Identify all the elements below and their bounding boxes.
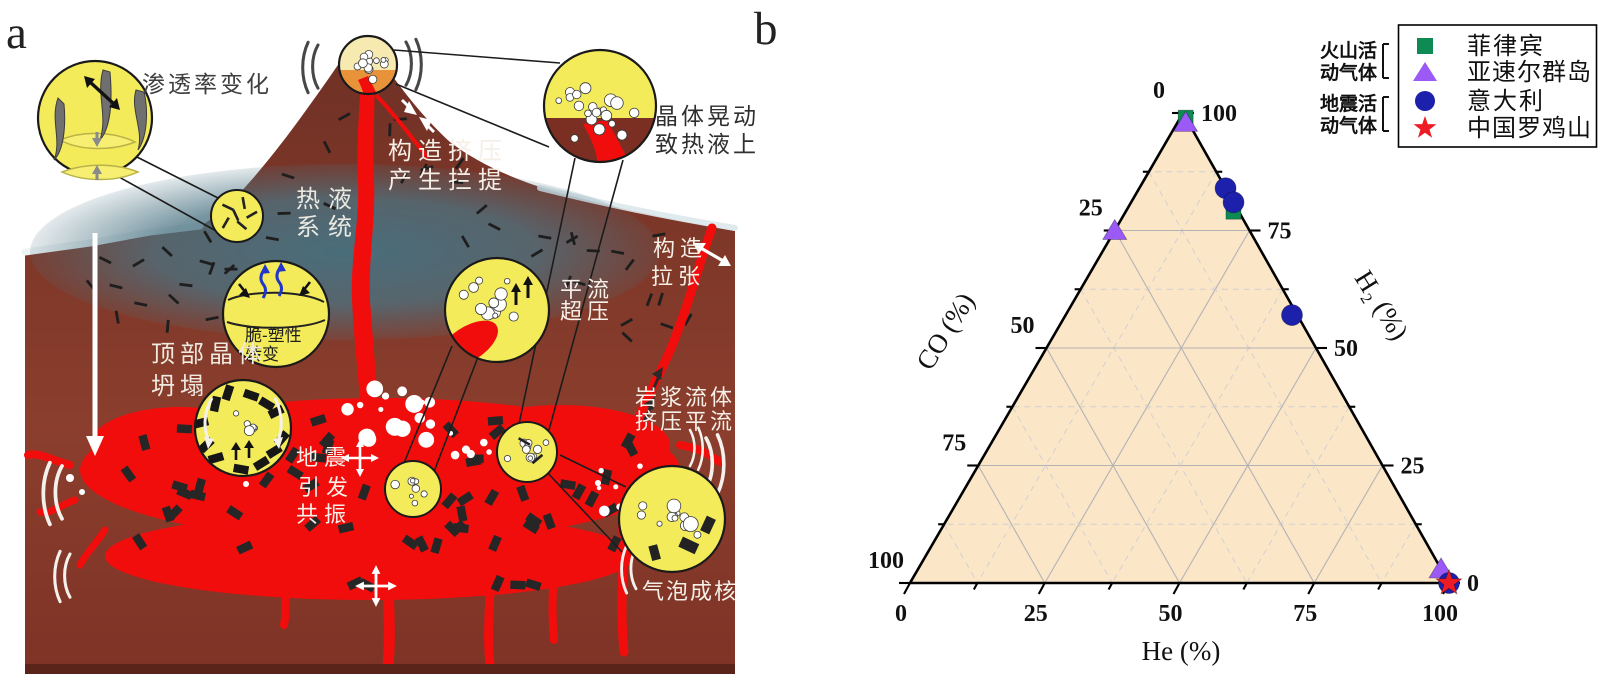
legend-marker-star bbox=[1413, 116, 1437, 138]
legend-group-seismic-line-2: 动气体 bbox=[1320, 114, 1378, 137]
seismic-mark bbox=[404, 37, 423, 92]
earthquake-resonance-label-3: 共振 bbox=[296, 502, 352, 527]
hydrothermal-label-1: 热液 bbox=[296, 186, 360, 213]
earthquake-resonance-label-2: 引发 bbox=[298, 475, 354, 500]
tectonic-compression-label-2: 产生拦提 bbox=[388, 167, 508, 194]
ternary-data-points bbox=[1102, 109, 1463, 595]
tick-label: 25 bbox=[1079, 196, 1103, 222]
data-point-circle bbox=[1222, 191, 1245, 214]
permeability-label: 渗透率变化 bbox=[142, 71, 272, 97]
compression-arrows bbox=[400, 98, 436, 134]
tick-label: 25 bbox=[1401, 454, 1425, 480]
legend-group-bracket bbox=[1382, 96, 1389, 132]
ternary-ticks bbox=[899, 111, 1460, 595]
tick-label: 100 bbox=[1422, 601, 1458, 627]
legend-marker-circle bbox=[1415, 91, 1435, 111]
panel-a-letter: a bbox=[6, 7, 27, 59]
earthquake-resonance-label-1: 地震 bbox=[296, 445, 352, 470]
inset-fractures bbox=[210, 189, 264, 243]
tick-label: 0 bbox=[1153, 78, 1165, 104]
panel-b-letter: b bbox=[754, 3, 778, 55]
brittle-plastic-label-1: 脆-塑性 bbox=[245, 326, 302, 345]
legend-label-azores: 亚速尔群岛 bbox=[1467, 59, 1592, 86]
legend-label-china-luojishan: 中国罗鸡山 bbox=[1467, 115, 1592, 142]
tick-label: 50 bbox=[1159, 601, 1183, 627]
tick-label: 0 bbox=[895, 601, 907, 627]
ternary-tick-labels: 0 100 0 25 75 25 50 50 50 75 25 75 100 0 100 bbox=[868, 78, 1479, 627]
tick-label: 50 bbox=[1334, 336, 1358, 362]
tick-label: 0 bbox=[1467, 571, 1479, 597]
tick-label: 100 bbox=[1201, 101, 1237, 127]
data-point-triangle bbox=[1172, 110, 1199, 132]
axis-title-co: CO (%) bbox=[910, 287, 980, 375]
legend: 火山活 动气体 地震活 动气体 菲律宾 亚速尔群岛 意大利 中国罗鸡山 bbox=[1320, 24, 1598, 148]
legend-group-seismic-line-1: 地震活 bbox=[1320, 92, 1377, 115]
brittle-plastic-label-2: 转变 bbox=[245, 345, 279, 364]
inset-brittle-plastic: 脆-塑性 转变 bbox=[221, 259, 331, 369]
seismic-mark bbox=[301, 40, 320, 95]
inset-crystal-shaking bbox=[542, 48, 658, 164]
axis-title-h2: H₂ (%) bbox=[1349, 265, 1415, 345]
ternary-gridlines bbox=[943, 171, 1417, 584]
tectonic-compression-label-1: 构造挤压 bbox=[388, 138, 508, 165]
inset-bubble-nucleation bbox=[617, 464, 727, 574]
roof-collapse-label-2: 坍塌 bbox=[151, 373, 209, 400]
inset-roof-collapse bbox=[193, 378, 293, 478]
tick-label: 75 bbox=[1268, 219, 1292, 245]
legend-label-philippines: 菲律宾 bbox=[1467, 33, 1545, 60]
tectonic-extension-label-1: 构造 bbox=[653, 236, 707, 261]
dike-flow-arrows bbox=[642, 367, 663, 423]
crystal-shake-label-1: 晶体晃动 bbox=[655, 103, 759, 129]
bubble-nucleation-label: 气泡成核 bbox=[642, 579, 738, 604]
extension-arrow bbox=[693, 243, 731, 266]
magma-fluid-label-2: 挤压平流 bbox=[635, 409, 735, 434]
advection-label-1: 平流 bbox=[560, 277, 614, 302]
advection-label-2: 超压 bbox=[560, 299, 614, 324]
data-point-circle bbox=[1281, 304, 1303, 327]
legend-group-volcanic-line-1: 火山活 bbox=[1320, 39, 1377, 62]
tick-label: 75 bbox=[1293, 601, 1317, 627]
hydrothermal-label-2: 系统 bbox=[296, 214, 360, 241]
magma-fluid-label-1: 岩浆流体 bbox=[635, 385, 735, 410]
chamber-crystals bbox=[120, 413, 639, 593]
subsidence-arrow bbox=[86, 233, 104, 456]
tick-label: 75 bbox=[942, 431, 966, 457]
fracture-dashes bbox=[85, 112, 693, 343]
crystal-shake-label-2: 致热液上 bbox=[655, 131, 759, 157]
axis-title-he: He (%) bbox=[1142, 636, 1221, 666]
inset-summit-plug bbox=[337, 34, 399, 96]
legend-label-italy: 意大利 bbox=[1467, 88, 1545, 115]
leader-lines bbox=[109, 49, 627, 553]
tectonic-extension-label-2: 拉张 bbox=[651, 264, 705, 289]
data-point-star bbox=[1435, 568, 1463, 595]
basement-strip bbox=[25, 664, 735, 674]
roof-collapse-label-1: 顶部晶体 bbox=[151, 341, 267, 368]
tick-label: 50 bbox=[1011, 313, 1035, 339]
inset-bubble-pocket bbox=[384, 460, 442, 518]
inset-bubble-pocket bbox=[496, 421, 558, 483]
legend-marker-square bbox=[1417, 38, 1433, 54]
tick-label: 25 bbox=[1024, 601, 1048, 627]
legend-marker-triangle bbox=[1413, 62, 1437, 81]
panel-a-volcano-diagram: 脆-塑性 转变 bbox=[6, 7, 759, 674]
tick-label: 100 bbox=[868, 548, 904, 574]
legend-group-volcanic-line-2: 动气体 bbox=[1320, 61, 1378, 84]
data-point-triangle bbox=[1102, 218, 1128, 240]
legend-group-bracket bbox=[1382, 43, 1389, 79]
inset-permeability bbox=[36, 59, 154, 181]
